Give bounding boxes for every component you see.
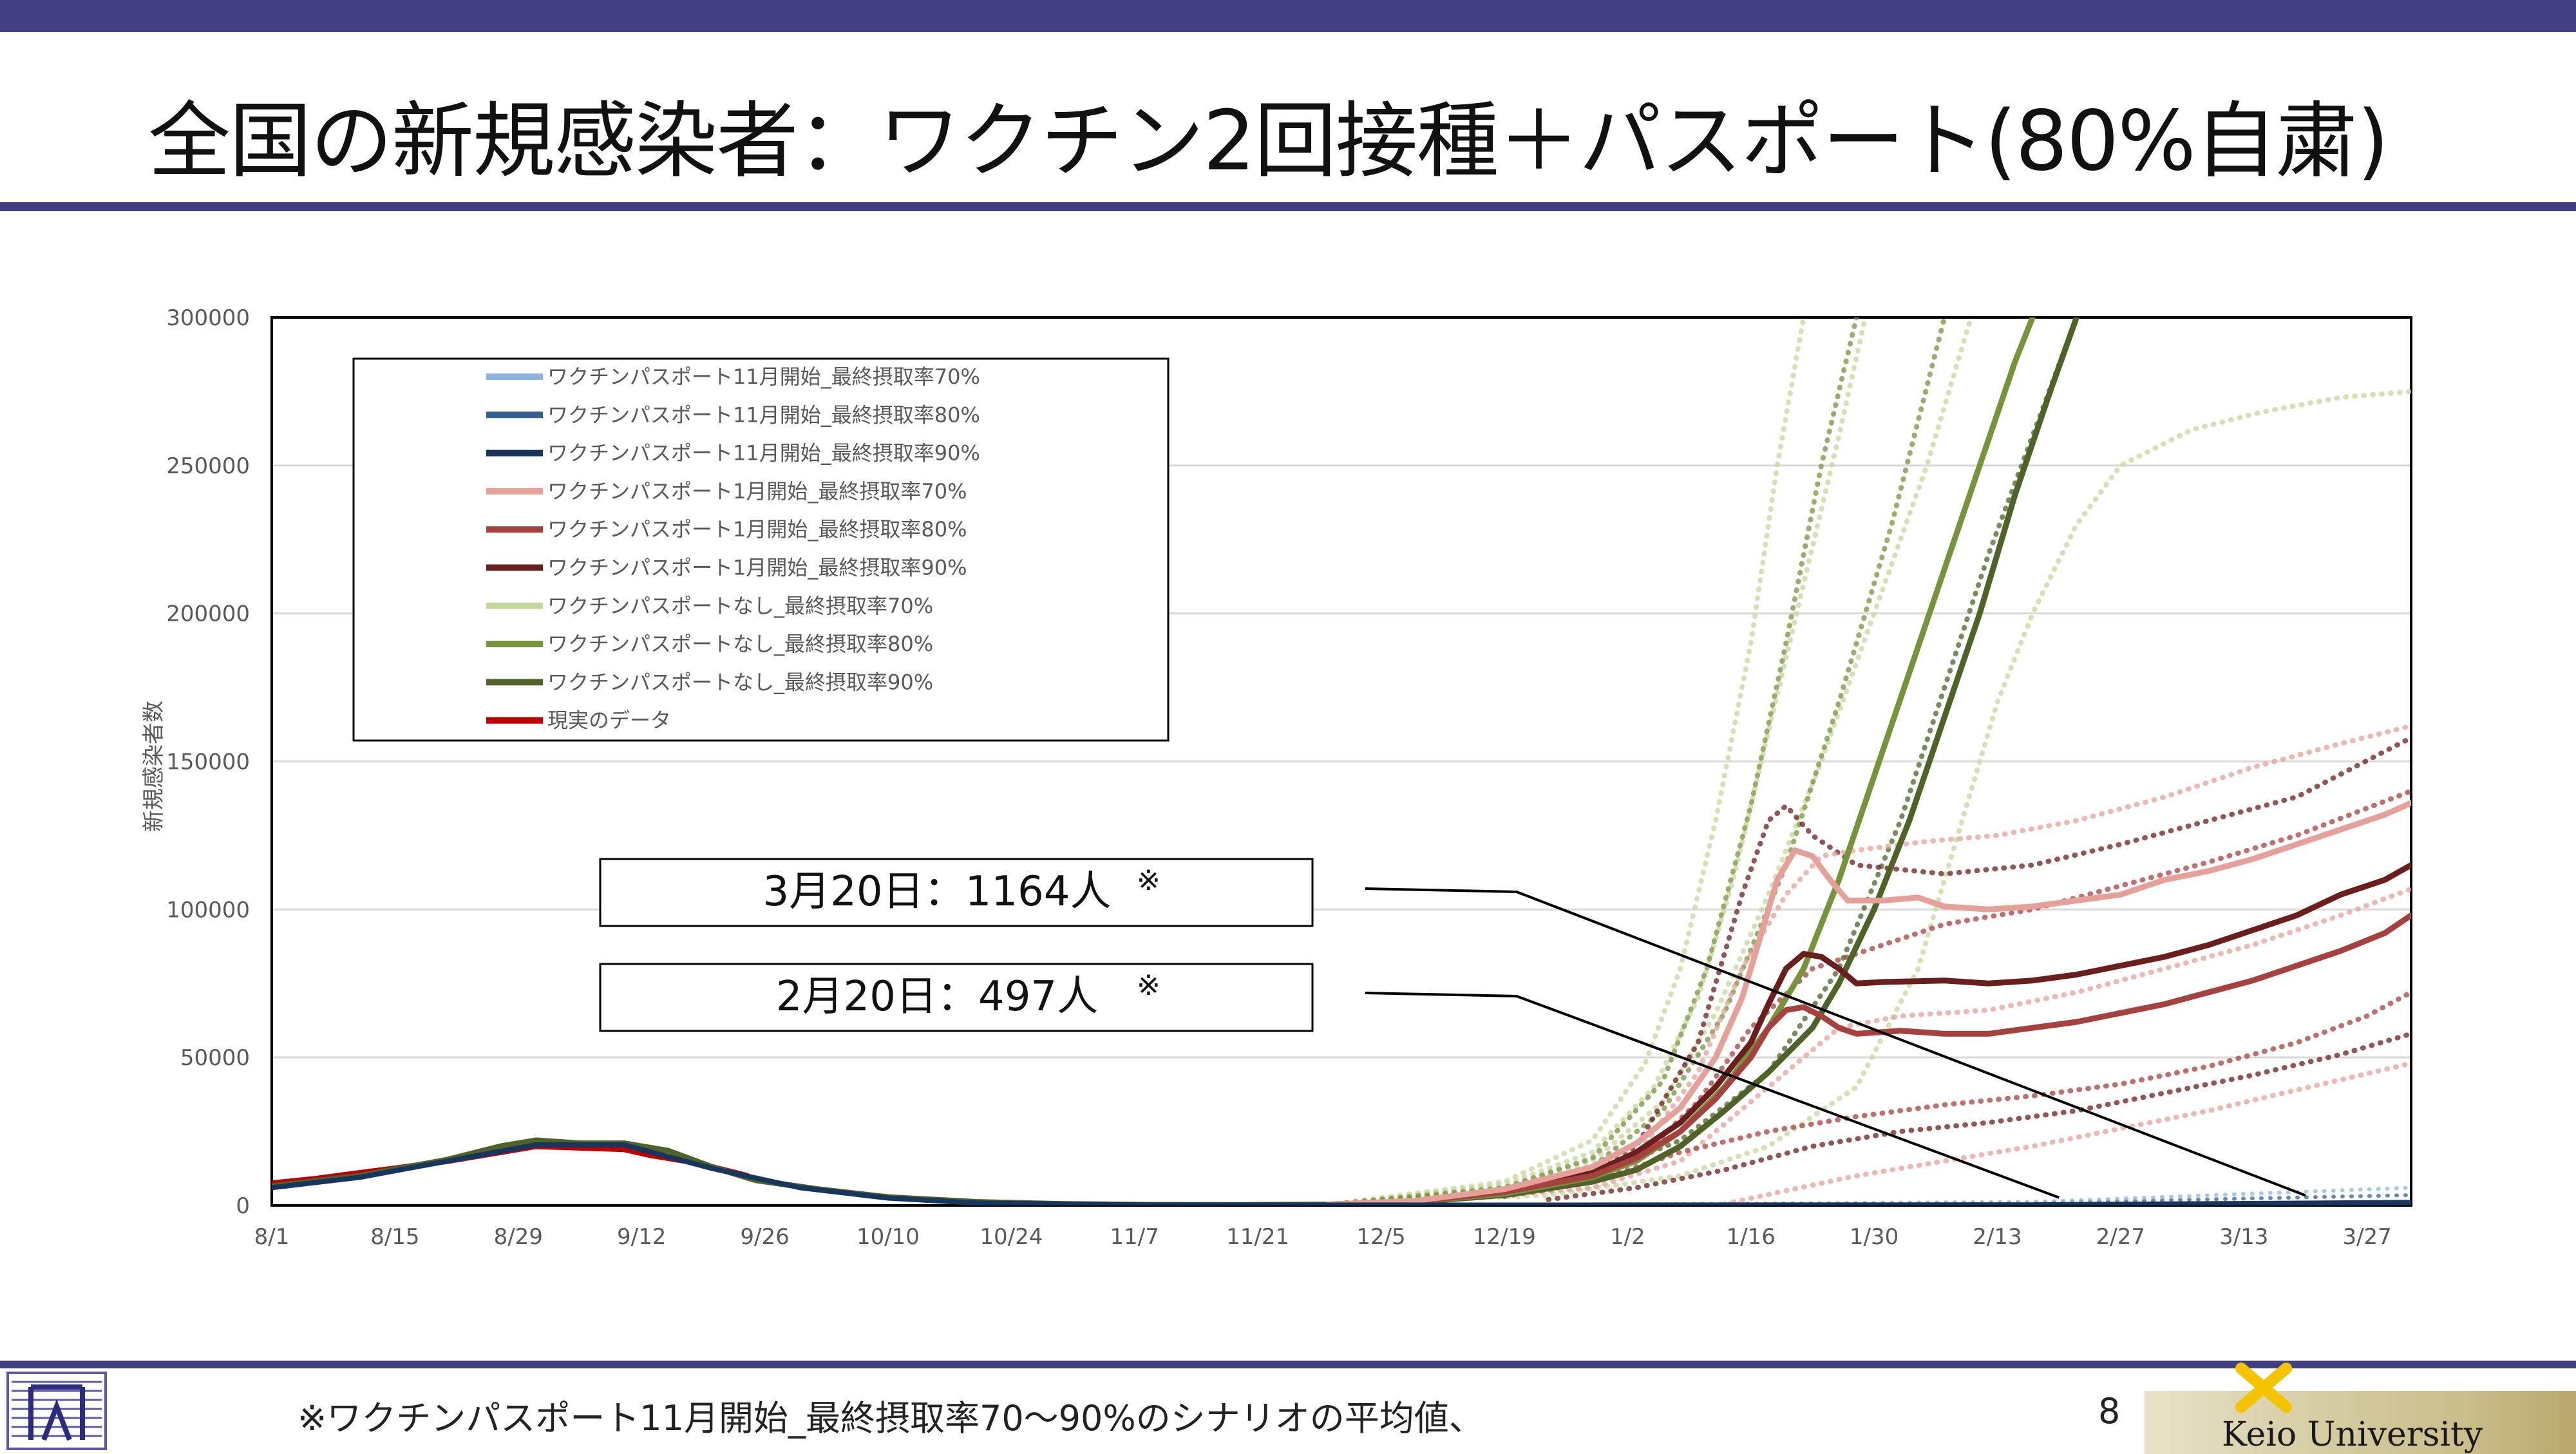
x-tick-label: 12/19 (1473, 1224, 1536, 1250)
title-divider (0, 202, 2576, 211)
legend-label: ワクチンパスポート11月開始_最終摂取率80% (547, 402, 980, 427)
x-tick-label: 2/13 (1973, 1224, 2022, 1250)
series-line (1501, 317, 2079, 1196)
series-line (1325, 388, 2411, 1205)
annotation-box (599, 858, 1314, 927)
series-line (1721, 1061, 2411, 1205)
annotation-leader (1365, 992, 2060, 1199)
x-tick-label: 1/2 (1610, 1224, 1645, 1250)
chart-annotations: 3月20日：1164人 ※ 2月20日：497人 ※ (599, 858, 2306, 1199)
series-line (1325, 862, 2411, 1205)
series-line (1414, 735, 2411, 1205)
annotation-label: 2月20日：497人 (776, 973, 1098, 1021)
x-axis-ticks: 8/1 8/15 8/29 9/12 9/26 10/10 10/24 11/7 11/21 12… (254, 1224, 2392, 1250)
y-tick-label: 0 (236, 1193, 250, 1219)
legend-box (352, 357, 1170, 742)
annotation-box (599, 963, 1314, 1032)
slide-title: 全国の新規感染者：ワクチン2回接種＋パスポート(80%自粛) (148, 93, 2389, 189)
legend-label: ワクチンパスポート11月開始_最終摂取率70% (547, 364, 980, 389)
pen-cross-icon (2235, 1363, 2292, 1413)
legend-label: ワクチンパスポート11月開始_最終摂取率90% (547, 441, 980, 466)
x-tick-label: 2/27 (2096, 1224, 2145, 1250)
university-logo: Keio University (2145, 1363, 2576, 1454)
annotation-label: 3月20日：1164人 (762, 868, 1111, 916)
x-tick-label: 12/5 (1356, 1224, 1405, 1250)
page-number: 8 (2098, 1391, 2121, 1431)
x-tick-label: 11/7 (1110, 1224, 1159, 1250)
series-line (272, 1142, 2411, 1205)
y-axis-ticks: 0 50000 100000 150000 200000 250000 300000 (166, 305, 250, 1219)
chart-legend: ワクチンパスポート11月開始_最終摂取率70% ワクチンパスポート11月開始_最終… (352, 357, 1170, 742)
series-line (1325, 317, 1806, 1205)
annotation-leader (1365, 887, 2306, 1197)
y-tick-label: 50000 (180, 1045, 250, 1071)
x-tick-label: 8/15 (370, 1224, 419, 1250)
y-tick-label: 150000 (166, 750, 250, 775)
legend-label: ワクチンパスポートなし_最終摂取率70% (547, 594, 933, 618)
legend-label: ワクチンパスポートなし_最終摂取率90% (547, 670, 933, 694)
legend-label: 現実のデータ (547, 708, 671, 733)
x-tick-label: 3/27 (2342, 1224, 2391, 1250)
x-tick-label: 8/1 (254, 1224, 290, 1250)
y-tick-label: 200000 (166, 601, 250, 627)
lab-logo (6, 1372, 107, 1450)
series-line (1546, 1031, 2411, 1202)
chart-series (272, 317, 2411, 1205)
series-line (1325, 800, 2411, 1205)
y-tick-label: 300000 (166, 305, 250, 331)
series-line (1501, 990, 2411, 1200)
annotation-mark: ※ (1137, 969, 1160, 1002)
x-tick-label: 9/26 (740, 1224, 789, 1250)
x-tick-label: 3/13 (2219, 1224, 2268, 1250)
x-tick-label: 10/10 (857, 1224, 920, 1250)
legend-label: ワクチンパスポート1月開始_最終摂取率80% (547, 517, 967, 542)
legend-label: ワクチンパスポート1月開始_最終摂取率70% (547, 479, 967, 504)
header-bar (0, 0, 2576, 32)
x-tick-label: 1/16 (1727, 1224, 1776, 1250)
series-line (1325, 317, 1859, 1205)
y-tick-label: 250000 (166, 453, 250, 479)
series-line (1414, 788, 2411, 1205)
legend-label: ワクチンパスポートなし_最終摂取率80% (547, 632, 933, 656)
x-tick-label: 9/12 (617, 1224, 666, 1250)
footnote: ※ワクチンパスポート11月開始_最終摂取率70～90%のシナリオの平均値、 (298, 1398, 1484, 1439)
x-tick-label: 1/30 (1850, 1224, 1899, 1250)
annotation-mark: ※ (1137, 864, 1160, 897)
footer-divider (0, 1361, 2576, 1368)
y-tick-label: 100000 (166, 897, 250, 923)
legend-label: ワクチンパスポート1月開始_最終摂取率90% (547, 556, 967, 580)
x-tick-label: 11/21 (1226, 1224, 1289, 1250)
x-tick-label: 8/29 (494, 1224, 543, 1250)
series-line (1325, 912, 2411, 1205)
series-line (1325, 317, 1974, 1205)
y-axis-label: 新規感染者数 (141, 701, 167, 832)
series-line (1414, 886, 2411, 1205)
x-tick-label: 10/24 (980, 1224, 1043, 1250)
university-name: Keio University (2222, 1415, 2483, 1454)
